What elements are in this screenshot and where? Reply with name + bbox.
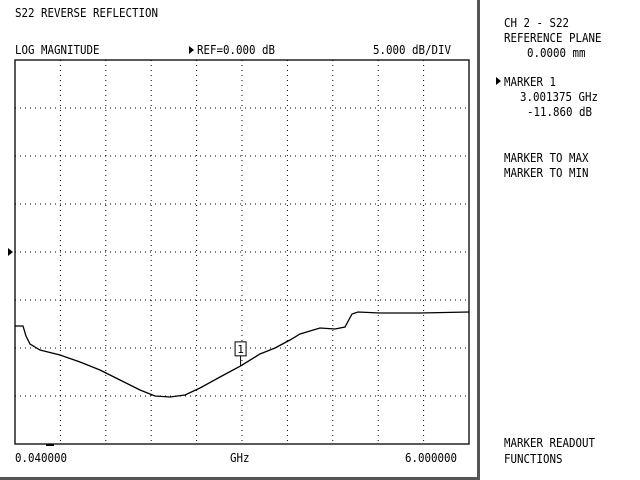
trace-plot: 1 <box>8 46 470 446</box>
bottom-divider <box>0 477 480 480</box>
marker-number: 1 <box>237 343 244 356</box>
frequency-unit: GHz <box>230 451 250 465</box>
ref-arrow-icon <box>189 46 194 54</box>
menu-title-line2: FUNCTIONS <box>504 452 563 466</box>
plot-frame <box>14 59 470 445</box>
menu-title-line1: MARKER READOUT <box>504 436 596 450</box>
trace-line <box>15 311 470 398</box>
marker-label[interactable]: MARKER 1 <box>504 75 557 89</box>
start-frequency: 0.040000 <box>15 451 68 465</box>
reference-label: REF=0.000 dB <box>197 43 276 57</box>
reference-plane-label: REFERENCE PLANE <box>504 31 602 45</box>
marker-box <box>234 341 247 357</box>
softkey-marker-to-max[interactable]: MARKER TO MAX <box>504 151 589 165</box>
channel-label: CH 2 - S22 <box>504 16 570 30</box>
softkey-marker-to-min[interactable]: MARKER TO MIN <box>504 166 589 180</box>
marker-1[interactable]: 1 <box>234 341 247 366</box>
stimulus-tick <box>46 444 54 446</box>
reference-plane-value: 0.0000 mm <box>527 46 586 60</box>
grid <box>15 60 469 444</box>
marker-value: -11.860 dB <box>527 105 593 119</box>
reference-level-marker-icon <box>8 248 13 256</box>
format-label: LOG MAGNITUDE <box>15 43 100 57</box>
scale-label: 5.000 dB/DIV <box>373 43 452 57</box>
active-marker-arrow-icon <box>496 77 501 85</box>
measurement-title: S22 REVERSE REFLECTION <box>15 6 159 20</box>
stop-frequency: 6.000000 <box>405 451 458 465</box>
panel-divider <box>477 0 480 480</box>
marker-frequency: 3.001375 GHz <box>520 90 599 104</box>
